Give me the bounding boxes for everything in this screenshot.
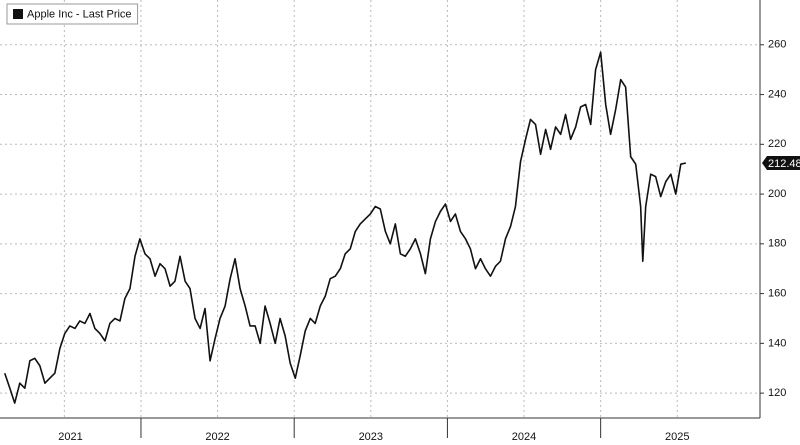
y-tick-label: 140 — [768, 337, 786, 349]
y-tick-label: 160 — [768, 288, 786, 300]
last-price-label: 212.48 — [768, 158, 800, 170]
y-tick-label: 200 — [768, 188, 786, 200]
y-tick-label: 240 — [768, 88, 786, 100]
legend-swatch — [13, 9, 23, 19]
legend-label: Apple Inc - Last Price — [27, 8, 132, 20]
legend-box — [6, 3, 139, 25]
x-tick-label: 2023 — [359, 431, 383, 443]
last-price-tag — [762, 156, 800, 171]
y-tick-label: 180 — [768, 238, 786, 250]
legend: Apple Inc - Last Price — [6, 3, 139, 25]
y-tick-label: 220 — [768, 138, 786, 150]
y-tick-label: 260 — [768, 39, 786, 51]
x-tick-label: 2022 — [205, 431, 229, 443]
x-tick-label: 2024 — [512, 431, 536, 443]
price-line — [3, 51, 687, 404]
y-tick-label: 120 — [768, 387, 786, 399]
x-tick-label: 2021 — [58, 431, 82, 443]
x-tick-label: 2025 — [665, 431, 689, 443]
